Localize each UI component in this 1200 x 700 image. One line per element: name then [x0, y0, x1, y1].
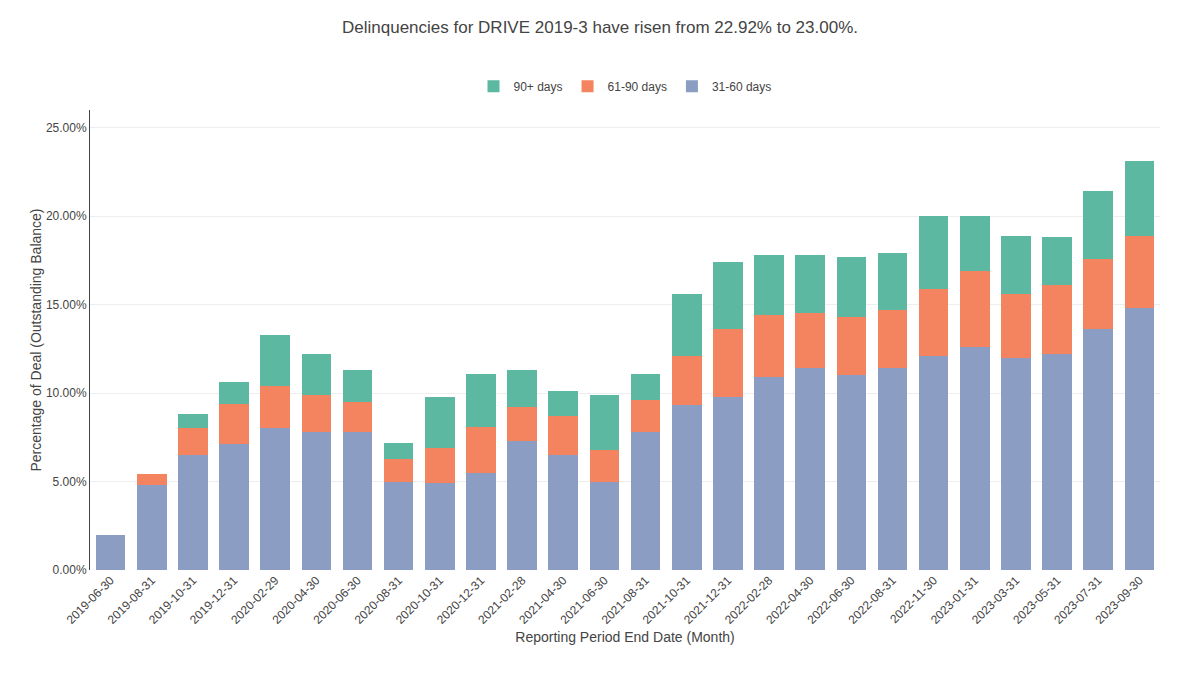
- svg-text:2019-10-31: 2019-10-31: [146, 573, 200, 627]
- svg-text:2021-06-30: 2021-06-30: [557, 573, 611, 627]
- svg-text:61-90 days: 61-90 days: [608, 80, 667, 94]
- svg-text:2019-06-30: 2019-06-30: [64, 573, 118, 627]
- svg-text:2021-02-28: 2021-02-28: [475, 573, 529, 627]
- svg-text:2020-04-30: 2020-04-30: [269, 573, 323, 627]
- svg-text:2021-12-31: 2021-12-31: [681, 573, 735, 627]
- svg-text:2022-11-30: 2022-11-30: [887, 573, 940, 626]
- svg-text:2023-07-31: 2023-07-31: [1051, 573, 1105, 627]
- svg-text:5.00%: 5.00%: [53, 475, 87, 489]
- svg-text:2020-12-31: 2020-12-31: [434, 573, 488, 627]
- svg-text:2019-12-31: 2019-12-31: [187, 573, 241, 627]
- svg-text:90+ days: 90+ days: [514, 80, 563, 94]
- svg-text:Reporting Period End Date (Mon: Reporting Period End Date (Month): [515, 629, 734, 645]
- svg-text:Delinquencies for DRIVE 2019-3: Delinquencies for DRIVE 2019-3 have rise…: [342, 18, 858, 37]
- svg-text:2023-09-30: 2023-09-30: [1092, 573, 1146, 627]
- svg-text:2020-08-31: 2020-08-31: [352, 573, 406, 627]
- svg-text:2020-06-30: 2020-06-30: [311, 573, 365, 627]
- svg-text:2021-10-31: 2021-10-31: [640, 573, 694, 627]
- svg-text:2021-04-30: 2021-04-30: [516, 573, 570, 627]
- svg-text:2021-08-31: 2021-08-31: [599, 573, 653, 627]
- svg-text:2022-02-28: 2022-02-28: [722, 573, 776, 627]
- svg-text:15.00%: 15.00%: [46, 298, 87, 312]
- svg-text:10.00%: 10.00%: [46, 386, 87, 400]
- svg-text:2020-02-29: 2020-02-29: [228, 573, 282, 627]
- svg-text:2023-03-31: 2023-03-31: [969, 573, 1023, 627]
- svg-text:31-60 days: 31-60 days: [712, 80, 771, 94]
- svg-text:2023-05-31: 2023-05-31: [1010, 573, 1064, 627]
- svg-text:2023-01-31: 2023-01-31: [928, 573, 982, 627]
- svg-text:Percentage of Deal (Outstandin: Percentage of Deal (Outstanding Balance): [28, 208, 44, 471]
- svg-text:0.00%: 0.00%: [53, 563, 87, 577]
- svg-text:2022-06-30: 2022-06-30: [804, 573, 858, 627]
- svg-text:20.00%: 20.00%: [46, 209, 87, 223]
- svg-text:2020-10-31: 2020-10-31: [393, 573, 447, 627]
- svg-text:25.00%: 25.00%: [46, 121, 87, 135]
- svg-text:2019-08-31: 2019-08-31: [105, 573, 159, 627]
- svg-text:2022-08-31: 2022-08-31: [846, 573, 900, 627]
- svg-text:2022-04-30: 2022-04-30: [763, 573, 817, 627]
